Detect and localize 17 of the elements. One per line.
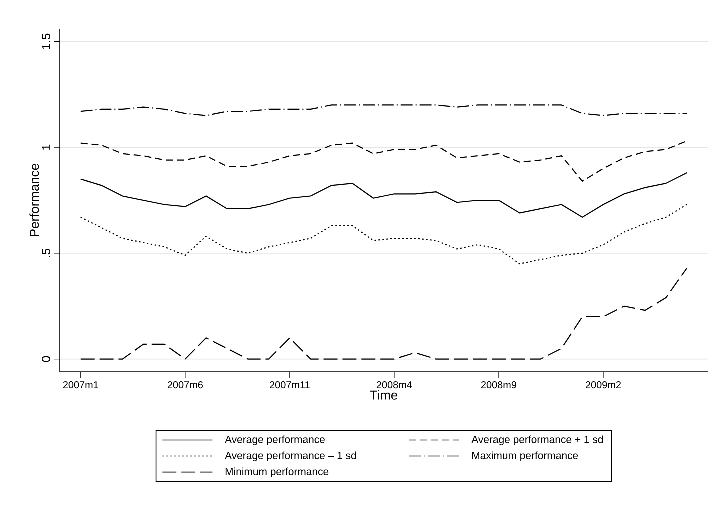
x-axis-title: Time xyxy=(370,390,398,400)
legend-label: Average performance xyxy=(225,436,325,446)
x-tick-label: 2007m6 xyxy=(168,382,203,389)
legend-label: Average performance – 1 sd xyxy=(225,452,356,462)
legend-label: Average performance + 1 sd xyxy=(472,436,604,446)
x-tick-label: 2008m4 xyxy=(376,382,412,389)
y-axis-title: Performance xyxy=(30,164,40,237)
legend-label: Maximum performance xyxy=(472,452,578,462)
x-tick-label: 2008m9 xyxy=(481,382,517,389)
x-tick-label: 2009m2 xyxy=(586,382,621,389)
y-tick-label: .5 xyxy=(42,248,50,258)
x-tick-label: 2007m1 xyxy=(63,382,98,389)
y-tick-label: 1.5 xyxy=(42,34,50,50)
y-tick-label: 1 xyxy=(42,144,50,150)
x-tick-label: 2007m11 xyxy=(270,382,310,389)
legend-label: Minimum performance xyxy=(226,468,329,478)
y-tick-label: 0 xyxy=(42,356,50,362)
